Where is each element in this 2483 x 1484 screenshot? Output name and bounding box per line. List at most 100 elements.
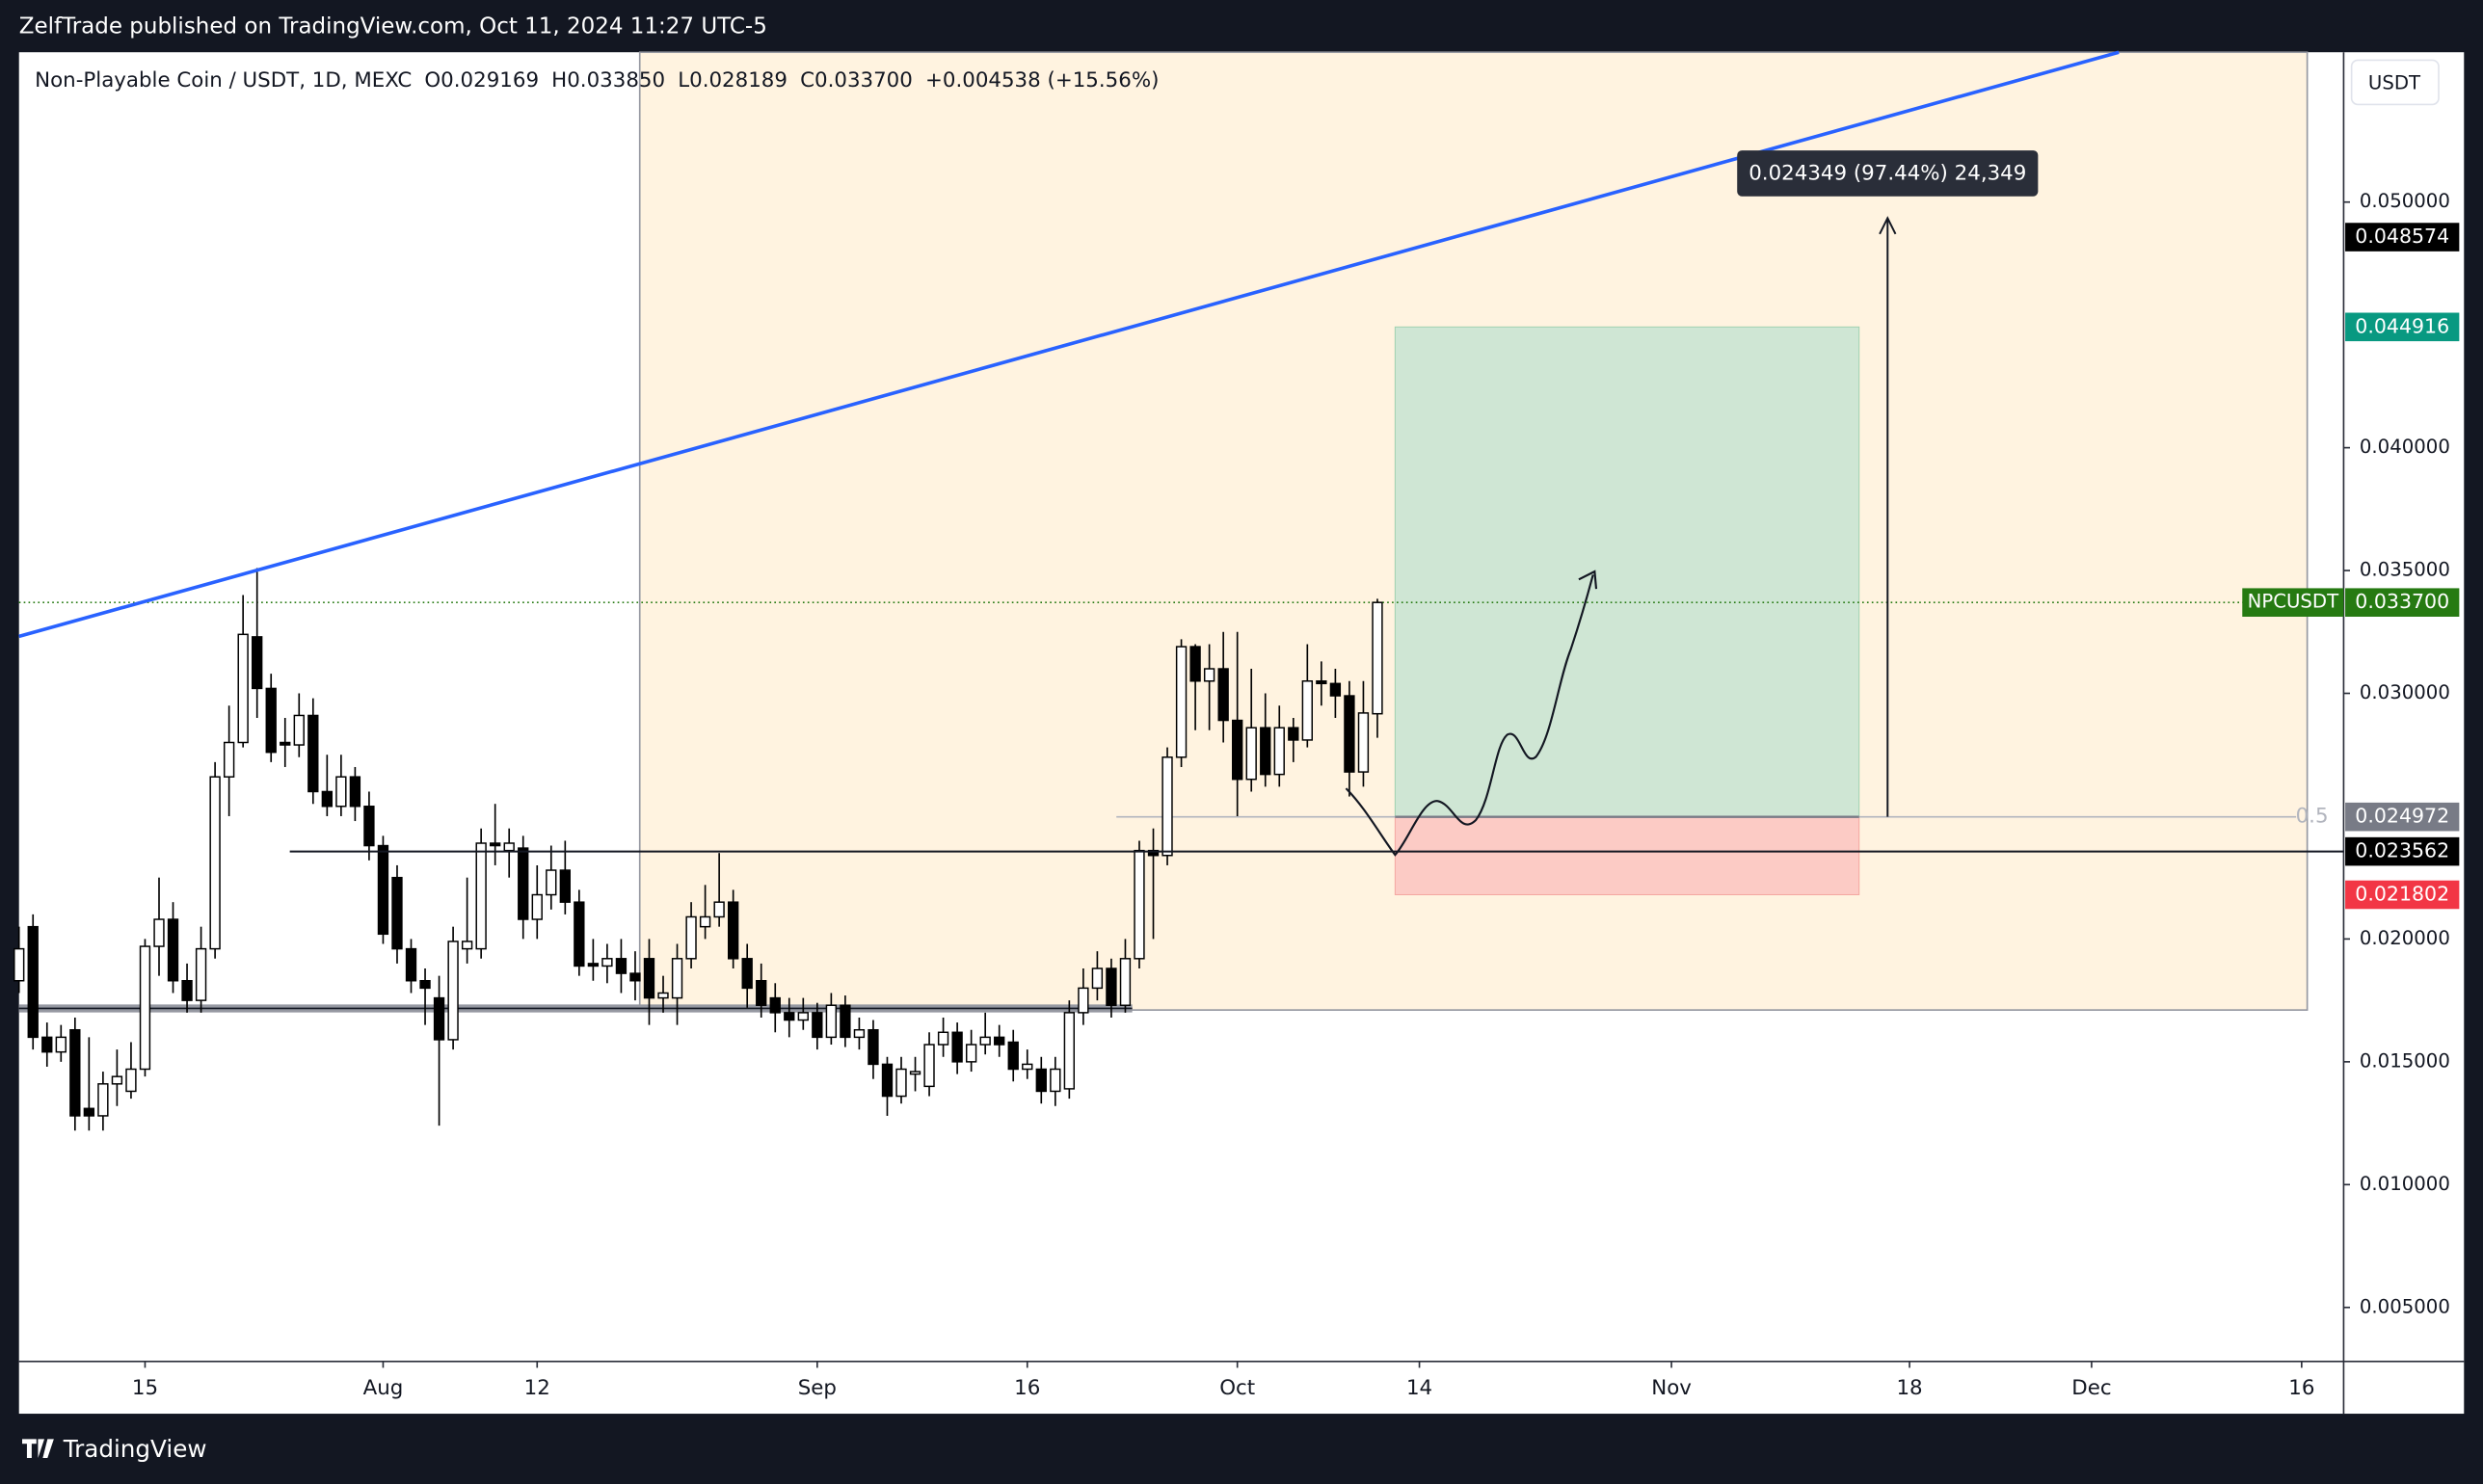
candle-body <box>671 958 683 999</box>
candle-body <box>657 992 669 999</box>
candle-body <box>994 1036 1005 1046</box>
projection-path <box>1345 574 1594 857</box>
x-tick-label: 14 <box>1406 1376 1432 1400</box>
price-badge-label: 0.048574 <box>2355 225 2449 248</box>
y-tick-label: 0.010000 <box>2360 1173 2450 1195</box>
candle-body <box>784 1012 795 1021</box>
candle-body <box>1245 727 1257 781</box>
overlay: 0.5 0.024349 (97.44%) 24,349 <box>18 50 2344 857</box>
candle-body <box>1344 695 1355 773</box>
candle-body <box>167 918 179 982</box>
price-badge <box>2345 802 2460 832</box>
currency-button-label[interactable]: USDT <box>2368 72 2421 94</box>
price-badge-label: 0.044916 <box>2355 314 2449 337</box>
candle-body <box>587 963 600 967</box>
candle-body <box>209 776 221 950</box>
candle-body <box>125 1068 137 1093</box>
candle-body <box>1022 1063 1033 1071</box>
candle-body <box>741 958 753 990</box>
x-tick-label: 18 <box>1896 1376 1922 1400</box>
candle-body <box>1189 646 1201 682</box>
candle-body <box>881 1063 894 1098</box>
candle-body <box>1007 1041 1019 1071</box>
y-tick-label: 0.035000 <box>2360 559 2450 581</box>
candle-body <box>713 901 725 918</box>
candle-body <box>868 1028 879 1066</box>
candle-body <box>307 714 319 793</box>
candle-body <box>756 980 767 1006</box>
candle-body <box>391 876 403 950</box>
y-tick-label: 0.050000 <box>2360 190 2450 212</box>
candle-body <box>951 1031 963 1063</box>
candle-body <box>685 915 697 960</box>
x-tick-label: Nov <box>1651 1376 1692 1400</box>
candle-body <box>1301 680 1313 741</box>
candle-body <box>546 869 557 896</box>
candle-body <box>41 1036 53 1053</box>
x-tick-label: 15 <box>132 1376 158 1400</box>
candle-body <box>979 1036 991 1046</box>
publisher-line: ZelfTrade published on TradingView.com, … <box>19 13 767 39</box>
legend-high: H0.033850 <box>551 68 665 93</box>
candle-body <box>531 893 543 920</box>
price-badge <box>2345 880 2460 910</box>
price-badge-label: 0.023562 <box>2355 839 2449 862</box>
candle-body <box>335 776 347 808</box>
candle-body <box>265 687 277 754</box>
candle-body <box>363 806 375 847</box>
stop-loss-zone <box>1394 816 1860 895</box>
candle-body <box>1161 756 1173 857</box>
drawings <box>18 51 2344 1013</box>
candle-body <box>1063 1012 1076 1090</box>
currency-button[interactable] <box>2350 59 2440 106</box>
candle-body <box>252 636 263 690</box>
candle-body <box>965 1044 977 1063</box>
candle-body <box>27 925 39 1039</box>
legend-low: L0.028189 <box>678 68 788 93</box>
candle-body <box>447 941 459 1041</box>
x-tick-label: 16 <box>2288 1376 2314 1400</box>
candle-body <box>699 915 711 928</box>
y-tick-label: 0.030000 <box>2360 681 2450 703</box>
candle-body <box>237 633 249 744</box>
fib-label: 0.5 <box>2296 805 2329 829</box>
x-tick-label: 12 <box>524 1376 550 1400</box>
candle-body <box>643 958 655 999</box>
candle-body <box>181 980 193 1001</box>
x-tick-label: Sep <box>798 1376 837 1400</box>
candle-body <box>490 842 501 847</box>
candle-body <box>559 869 571 903</box>
legend-change: +0.004538 (+15.56%) <box>925 68 1159 93</box>
candle-body <box>83 1107 95 1117</box>
legend-open: O0.029169 <box>424 68 539 93</box>
price-badge <box>2345 836 2460 866</box>
candle-body <box>223 741 235 778</box>
brand: TradingView <box>63 1435 207 1463</box>
price-badge <box>2345 223 2460 252</box>
candle-body <box>1316 680 1327 685</box>
candle-body <box>433 996 445 1041</box>
candle-body <box>923 1044 935 1088</box>
x-tick-label: Dec <box>2071 1376 2111 1400</box>
candle-body <box>1372 601 1383 715</box>
candle-body <box>69 1028 81 1117</box>
candle-body <box>797 1012 809 1021</box>
candle-body <box>629 972 641 982</box>
candle-body <box>55 1036 67 1053</box>
candle-body <box>1091 967 1104 990</box>
projection-arrowhead <box>1578 570 1598 590</box>
candle-body <box>1175 646 1188 758</box>
candle-body <box>909 1071 921 1075</box>
symbol-badge-label: NPCUSDT <box>2248 591 2339 613</box>
candle-body <box>825 1004 838 1039</box>
price-badge-label: 0.033700 <box>2355 590 2449 613</box>
candle-body <box>812 1012 823 1039</box>
measure-arrowhead <box>1879 216 1897 235</box>
candle-body <box>1273 727 1285 776</box>
candle-body <box>139 945 151 1071</box>
candle-body <box>1232 719 1243 781</box>
price-badge <box>2345 312 2460 342</box>
candle-body <box>1050 1068 1061 1093</box>
